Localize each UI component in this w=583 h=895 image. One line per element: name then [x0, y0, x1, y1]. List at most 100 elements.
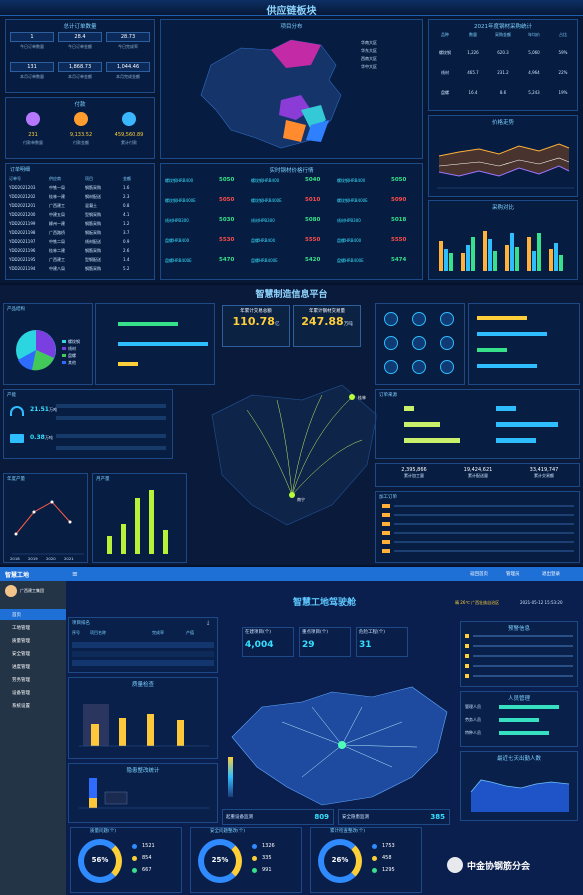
- pie-legend-label: 其他: [68, 360, 76, 366]
- flow-node-2: 南宁: [297, 497, 305, 503]
- download-icon[interactable]: ⤓: [207, 620, 209, 626]
- clock-icon[interactable]: [440, 360, 454, 374]
- capacity-bar-4: [56, 446, 166, 450]
- ring-legend-dot: [252, 844, 257, 849]
- table-cell: 线材: [431, 70, 459, 76]
- price-trend-chart: [429, 116, 579, 198]
- sidebar-item[interactable]: [0, 661, 66, 672]
- stat-label: 本月订单金额: [58, 74, 102, 80]
- supply-chain-dashboard: 供应链板块 总计订单数量 1 今日订单数量 28.4 今日订单金额 28.73 今日完成率…: [0, 0, 583, 283]
- rank-table-panel: 项目排名 ⤓ 序号 项目名称 完成率 产值: [68, 617, 218, 673]
- chart-icon[interactable]: [440, 312, 454, 326]
- sidebar-item-label[interactable]: 首页: [12, 612, 21, 618]
- price-product: 盘螺HRB400E: [251, 258, 301, 264]
- list-cell: 1.2: [123, 221, 145, 226]
- ring-legend-dot: [372, 868, 377, 873]
- processing-row-marker: [382, 531, 390, 535]
- payment-icon: [122, 112, 136, 126]
- table-cell: 19%: [549, 90, 577, 95]
- legend-swatch: [62, 361, 66, 364]
- stat-label: 今日订单金额: [58, 44, 102, 50]
- factory-icon[interactable]: [412, 336, 426, 350]
- list-cell: 钢筋采购: [85, 266, 123, 272]
- gear-icon[interactable]: [384, 312, 398, 326]
- list-cell: 型钢配送: [85, 257, 123, 263]
- warning-line: [473, 675, 573, 677]
- pie-legend-label: 螺纹钢: [68, 339, 80, 345]
- sidebar-item-label[interactable]: 工地管理: [12, 625, 30, 631]
- ring-stat: 1295: [382, 867, 395, 873]
- legend-swatch: [62, 347, 66, 350]
- list-cell: 2.3: [123, 194, 145, 199]
- kpi-value: 29: [302, 640, 315, 650]
- map-legend-item: 华南大区: [361, 40, 377, 46]
- ring-title: 安全问题整改(个): [210, 828, 245, 834]
- sidebar-item[interactable]: [0, 635, 66, 646]
- list-cell: 中建八局: [49, 266, 85, 272]
- sidebar-item-label[interactable]: 质量管理: [12, 638, 30, 644]
- people-bar: [499, 718, 539, 722]
- price-value: 5530: [219, 237, 234, 243]
- topbar-link[interactable]: 退出登录: [542, 571, 560, 577]
- list-header-cell: 订单号: [9, 176, 49, 182]
- speedometer-icon: [10, 406, 24, 416]
- sidebar-item-label[interactable]: 进度管理: [12, 664, 30, 670]
- totals-panel: 2,395,866 累计加工量 19,424,621 累计配送量 33,419,74…: [375, 463, 580, 487]
- processing-row-line: [394, 541, 574, 543]
- hbar-left-bar: [118, 342, 208, 346]
- doc-icon[interactable]: [384, 360, 398, 374]
- ring-stat: 854: [142, 855, 152, 861]
- list-cell: YDD2021196: [9, 248, 49, 253]
- hbar-right-chart: [469, 304, 581, 386]
- people-title: 人员管理: [461, 694, 577, 702]
- sidebar-item[interactable]: [0, 700, 66, 711]
- ring-stat: 458: [382, 855, 392, 861]
- price-product: 盘螺HRB400E: [337, 258, 387, 264]
- sidebar-item-label[interactable]: 系统设置: [12, 703, 30, 709]
- list-header-cell: 项目: [85, 176, 123, 182]
- sidebar-item-label[interactable]: 设备管理: [12, 690, 30, 696]
- ring-stat: 991: [262, 867, 272, 873]
- user-icon[interactable]: [412, 312, 426, 326]
- table-cell: 16.4: [459, 90, 487, 95]
- table-header-cell: 采购金额: [487, 32, 519, 38]
- attendance-panel: 最近七天出勤人数: [460, 751, 578, 821]
- china-map: [161, 20, 424, 160]
- sidebar-item-label[interactable]: 劳务管理: [12, 677, 30, 683]
- list-cell: YDD2021202: [9, 194, 49, 199]
- ring-legend-dot: [132, 844, 137, 849]
- price-product: 螺纹钢HRB400: [165, 178, 215, 184]
- stat-label: 今日订单数量: [10, 44, 54, 50]
- monthly-bar: [107, 536, 112, 554]
- sidebar-item-label[interactable]: 安全管理: [12, 651, 30, 657]
- table-cell: 5,243: [519, 90, 549, 95]
- purchase-bar: [559, 255, 563, 271]
- watermark-text: 中金协钢筋分会: [467, 859, 530, 872]
- topbar-link[interactable]: 返回首页: [470, 571, 488, 577]
- box-icon[interactable]: [440, 336, 454, 350]
- sidebar-item[interactable]: [0, 609, 66, 620]
- kpi-label: 重点项目(个): [302, 629, 328, 635]
- price-value: 5050: [219, 177, 234, 183]
- purchase-bar-chart: [429, 201, 579, 281]
- legend-swatch: [62, 340, 66, 343]
- sidebar-item[interactable]: [0, 622, 66, 633]
- ring-title: 质量问题(个): [90, 828, 116, 834]
- monthly-bar: [149, 490, 154, 554]
- sidebar-item[interactable]: [0, 674, 66, 685]
- payment-label: 付款金额: [58, 140, 104, 146]
- sidebar-item[interactable]: [0, 687, 66, 698]
- list-cell: 3.7: [123, 230, 145, 235]
- capacity-bar-2: [56, 416, 166, 420]
- processing-row-marker: [382, 504, 390, 508]
- truck-icon[interactable]: [384, 336, 398, 350]
- topbar-link[interactable]: 管理员: [506, 571, 520, 577]
- sidebar-item[interactable]: [0, 648, 66, 659]
- price-product: 盘螺HRB400: [251, 238, 301, 244]
- hazard-stack-chart: [69, 764, 219, 824]
- list-cell: 钢筋采购: [85, 248, 123, 254]
- page-title: 供应链板块: [0, 2, 583, 17]
- menu-toggle-icon[interactable]: ≡: [72, 570, 78, 578]
- price-value: 5550: [391, 237, 406, 243]
- map-icon[interactable]: [412, 360, 426, 374]
